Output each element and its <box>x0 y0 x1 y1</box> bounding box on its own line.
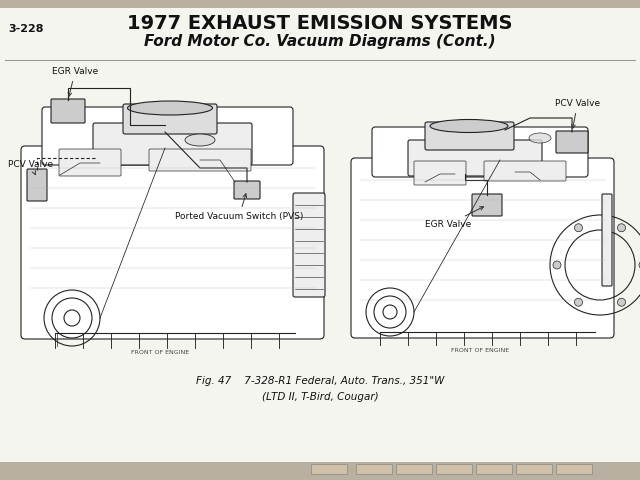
Text: PCV Valve: PCV Valve <box>555 99 600 128</box>
Ellipse shape <box>430 120 508 132</box>
Bar <box>436 464 472 474</box>
FancyBboxPatch shape <box>51 99 85 123</box>
Bar <box>556 464 592 474</box>
FancyBboxPatch shape <box>425 122 514 150</box>
FancyBboxPatch shape <box>123 104 217 134</box>
Text: (LTD II, T-Bird, Cougar): (LTD II, T-Bird, Cougar) <box>262 392 378 402</box>
Circle shape <box>618 224 625 232</box>
Text: 1977 EXHAUST EMISSION SYSTEMS: 1977 EXHAUST EMISSION SYSTEMS <box>127 14 513 33</box>
FancyBboxPatch shape <box>372 127 588 177</box>
Text: EGR Valve: EGR Valve <box>425 207 484 229</box>
Bar <box>356 464 392 474</box>
Bar <box>311 464 347 474</box>
FancyBboxPatch shape <box>472 194 502 216</box>
Circle shape <box>553 261 561 269</box>
Bar <box>396 464 432 474</box>
Circle shape <box>575 224 582 232</box>
Bar <box>516 464 552 474</box>
Text: Fig. 47    7-328-R1 Federal, Auto. Trans., 351"W: Fig. 47 7-328-R1 Federal, Auto. Trans., … <box>196 376 444 386</box>
FancyBboxPatch shape <box>408 140 542 176</box>
FancyBboxPatch shape <box>414 161 466 185</box>
FancyBboxPatch shape <box>27 169 47 201</box>
Circle shape <box>618 298 625 306</box>
Text: FRONT OF ENGINE: FRONT OF ENGINE <box>131 350 189 355</box>
Circle shape <box>639 261 640 269</box>
Bar <box>0 0 640 8</box>
FancyBboxPatch shape <box>93 123 252 165</box>
Ellipse shape <box>127 101 212 115</box>
FancyBboxPatch shape <box>59 149 121 176</box>
Text: 3-228: 3-228 <box>8 24 44 34</box>
Text: FRONT OF ENGINE: FRONT OF ENGINE <box>451 348 509 353</box>
FancyBboxPatch shape <box>234 181 260 199</box>
Bar <box>476 464 512 474</box>
Text: Ported Vacuum Switch (PVS): Ported Vacuum Switch (PVS) <box>175 194 303 221</box>
FancyBboxPatch shape <box>42 107 293 165</box>
Ellipse shape <box>185 134 215 146</box>
FancyBboxPatch shape <box>602 194 612 286</box>
Ellipse shape <box>529 133 551 143</box>
FancyBboxPatch shape <box>484 161 566 181</box>
FancyBboxPatch shape <box>149 149 251 171</box>
Bar <box>0 462 640 480</box>
FancyBboxPatch shape <box>21 146 324 339</box>
FancyBboxPatch shape <box>556 131 588 153</box>
Circle shape <box>575 298 582 306</box>
Text: Ford Motor Co. Vacuum Diagrams (Cont.): Ford Motor Co. Vacuum Diagrams (Cont.) <box>144 34 496 49</box>
Text: EGR Valve: EGR Valve <box>52 67 99 96</box>
FancyBboxPatch shape <box>293 193 325 297</box>
Text: PCV Valve: PCV Valve <box>8 160 53 175</box>
FancyBboxPatch shape <box>351 158 614 338</box>
